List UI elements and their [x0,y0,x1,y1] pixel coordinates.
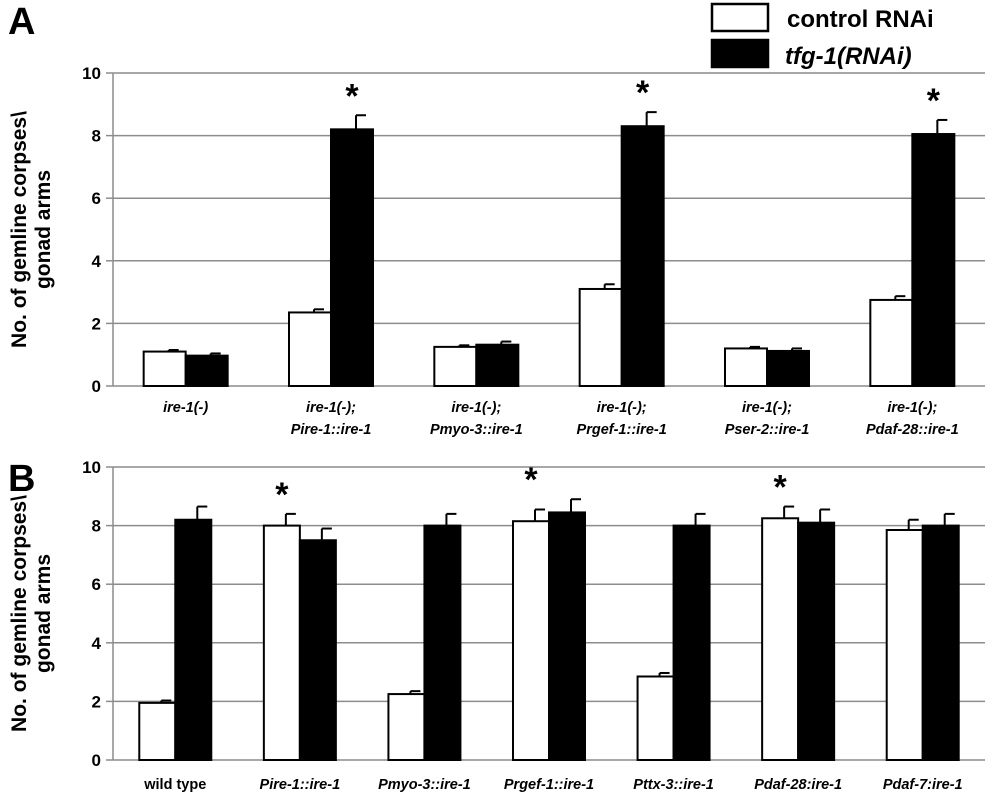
category-label: Pmyo-3::ire-1 [378,777,471,793]
category-label: ire-1(-); [306,400,356,416]
bar-control [869,298,914,387]
legend-swatch-tfg1 [710,38,770,69]
y-axis-label: No. of gemline corpses\ [8,111,31,348]
legend-swatch-control [710,2,770,33]
bar-tfg1 [423,524,462,761]
category-label: ire-1(-); [597,400,647,416]
significance-star: * [345,77,359,115]
category-label: wild type [143,777,206,793]
category-label: ire-1(-); [742,400,792,416]
category-label: Pser-2::ire-1 [725,422,810,438]
bar-control [512,520,550,762]
y-tick-label: 8 [92,517,101,536]
panel-letter: A [8,1,35,43]
legend: control RNAi tfg-1(RNAi) [710,2,934,70]
category-label: Pire-1::ire-1 [260,777,341,793]
legend-label-control: control RNAi [787,6,934,33]
panel-b: B 0 2 4 6 8 10 No. of gemline corpses\ gonad arm… [8,458,985,793]
y-tick-label: 10 [82,64,101,83]
bar-control [262,524,301,761]
bar-control [636,675,675,761]
significance-star: * [927,82,941,120]
y-axis-label: gonad arms [32,554,55,673]
significance-star: * [275,476,289,514]
bar-control [142,350,187,388]
y-tick-label: 4 [92,634,102,653]
significance-star: * [636,74,650,112]
y-tick-label: 4 [92,252,102,271]
y-tick-label: 0 [92,751,101,770]
bar-tfg1 [184,354,229,388]
category-label: Pdaf-28::ire-1 [866,422,959,438]
bar-control [578,287,623,387]
bar-control [724,347,768,388]
category-label: ire-1(-); [887,400,937,416]
bar-control [885,528,924,761]
y-tick-label: 10 [82,458,101,477]
category-label: ire-1(-); [451,400,501,416]
legend-label-tfg1: tfg-1(RNAi) [785,43,912,70]
bar-tfg1 [911,133,956,387]
bar-control [433,345,478,387]
bar-tfg1 [797,521,836,761]
category-label: Pdaf-7:ire-1 [883,777,963,793]
category-label: Prgef-1::ire-1 [504,777,594,793]
bar-tfg1 [174,518,213,761]
category-label: Prgef-1::ire-1 [577,422,667,438]
bar-control [288,311,332,388]
y-tick-label: 6 [92,189,101,208]
bar-tfg1 [921,524,960,761]
category-label: Pttx-3::ire-1 [633,777,714,793]
y-tick-label: 2 [92,314,101,333]
y-tick-label: 6 [92,575,101,594]
bar-tfg1 [330,128,374,387]
bar-control [761,517,800,762]
bar-control [387,693,426,762]
category-label: ire-1(-) [163,400,208,416]
panel-letter: B [8,458,35,500]
y-tick-label: 2 [92,692,101,711]
y-tick-label: 0 [92,377,101,396]
bar-tfg1 [766,349,810,387]
bar-tfg1 [620,125,665,388]
category-label: Pire-1::ire-1 [291,422,372,438]
bar-tfg1 [475,343,520,387]
y-axis-label: gonad arms [32,170,55,289]
bar-tfg1 [298,539,337,761]
y-axis-label: No. of gemline corpses\ [8,495,31,732]
category-label: Pmyo-3::ire-1 [430,422,523,438]
category-label: Pdaf-28:ire-1 [754,777,842,793]
bar-tfg1 [548,511,586,761]
bar-control [138,701,177,761]
significance-star: * [774,469,788,507]
y-tick-label: 8 [92,127,101,146]
panel-a: A 0 2 4 6 8 10 No. of gemline corpses\ gonad arm… [8,1,985,438]
significance-star: * [524,461,538,499]
bar-tfg1 [672,524,711,761]
